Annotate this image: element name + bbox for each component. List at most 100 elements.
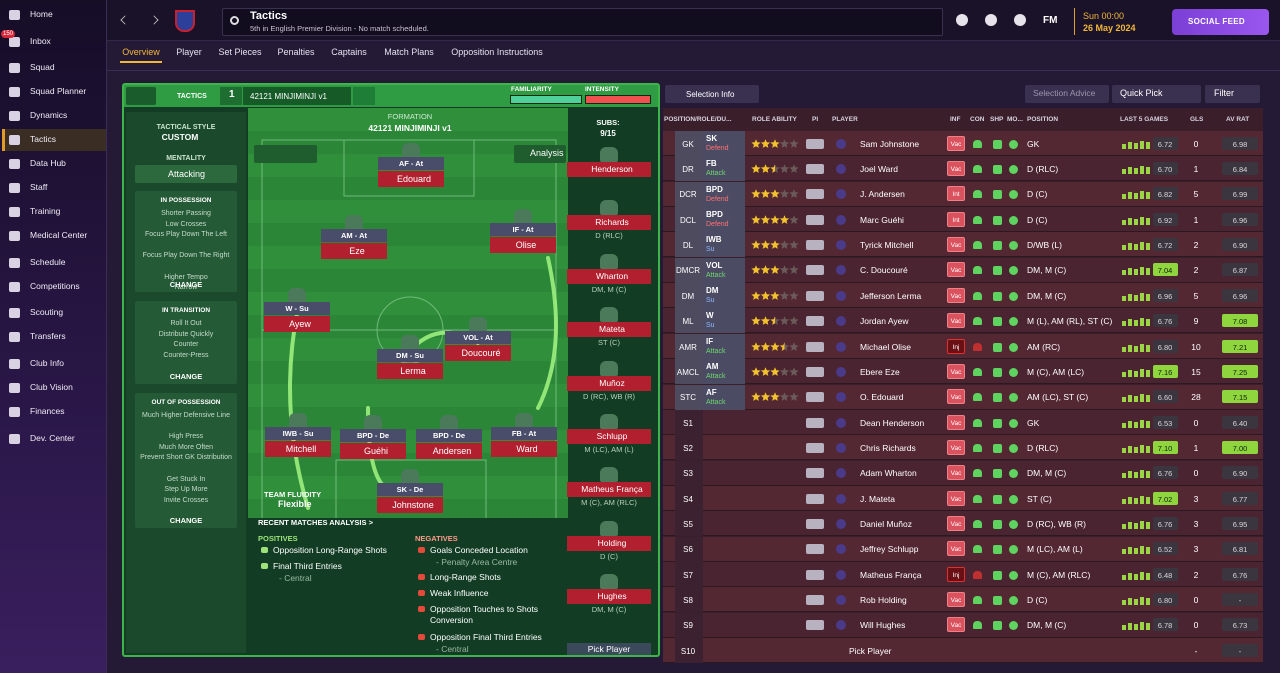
sub-name[interactable]: Richards	[595, 217, 629, 228]
row-player[interactable]: Jeffrey Schlupp	[860, 544, 919, 555]
role-cell[interactable]	[703, 257, 745, 283]
quick-pick[interactable]: Quick Pick	[1120, 88, 1163, 98]
name-box[interactable]	[340, 443, 406, 459]
selection-info-btn[interactable]	[665, 85, 759, 103]
selection-advice[interactable]: Selection Advice	[1033, 88, 1096, 98]
row-player[interactable]: Sam Johnstone	[860, 138, 920, 149]
analysis-button[interactable]	[514, 145, 566, 163]
nav-item[interactable]: Dynamics	[30, 110, 68, 120]
analysis-title[interactable]: RECENT MATCHES ANALYSIS >	[258, 518, 373, 527]
tab[interactable]: Penalties	[277, 47, 315, 57]
header-icon[interactable]	[956, 14, 968, 26]
nav-item[interactable]: Staff	[30, 182, 48, 192]
tab[interactable]: Match Plans	[384, 47, 434, 57]
role-cell[interactable]	[703, 359, 745, 385]
player-name[interactable]: Ward	[516, 444, 538, 454]
header-icon[interactable]	[985, 14, 997, 26]
role-cell[interactable]	[703, 283, 745, 309]
sub-name[interactable]: Mateta	[599, 324, 625, 335]
view-toggle[interactable]	[254, 145, 317, 163]
name-box[interactable]	[445, 345, 511, 361]
row-player[interactable]: Will Hughes	[860, 620, 906, 631]
nav-item[interactable]: Dev. Center	[30, 433, 75, 443]
sub-name[interactable]: Holding	[597, 537, 627, 548]
sub-name[interactable]: Muñoz	[599, 377, 625, 388]
social-feed-button[interactable]	[1172, 9, 1269, 35]
sub-name-box[interactable]	[567, 589, 651, 605]
player-name[interactable]: Lerma	[400, 366, 426, 376]
nav-item[interactable]: Competitions	[30, 281, 80, 291]
row-player[interactable]: Jefferson Lerma	[860, 290, 922, 301]
tactical-style[interactable]: CUSTOM	[161, 132, 199, 142]
name-box[interactable]	[377, 363, 443, 379]
pick-box[interactable]	[567, 643, 651, 655]
selection-advice-btn[interactable]	[1025, 85, 1109, 103]
nav-item[interactable]: Transfers	[30, 331, 66, 341]
tab[interactable]: Opposition Instructions	[451, 47, 543, 57]
sub-name[interactable]: Wharton	[595, 270, 629, 281]
row-player[interactable]: Daniel Muñoz	[860, 518, 912, 529]
name-box[interactable]	[490, 237, 556, 253]
nav-item[interactable]: Medical Center	[30, 230, 88, 240]
row-player[interactable]: Rob Holding	[860, 595, 907, 605]
sub-name[interactable]: Schlupp	[596, 431, 628, 441]
nav-item[interactable]: Scouting	[30, 307, 64, 317]
player-name[interactable]: Ayew	[289, 319, 311, 329]
sub-name-box[interactable]	[567, 535, 651, 551]
sub-name-box[interactable]	[567, 482, 651, 498]
nav-item[interactable]: Squad	[30, 62, 55, 72]
name-box[interactable]	[378, 171, 444, 187]
row-player[interactable]: Dean Henderson	[860, 417, 925, 428]
name-box[interactable]	[377, 497, 443, 513]
player-name[interactable]: Eze	[349, 246, 365, 256]
row-player[interactable]: C. Doucouré	[860, 265, 908, 276]
tactic-select[interactable]	[243, 87, 351, 105]
player-name[interactable]: Doucouré	[461, 348, 501, 358]
nav-item[interactable]: Home	[30, 9, 53, 19]
row-player[interactable]: J. Andersen	[860, 189, 905, 200]
nav-item[interactable]: Training	[30, 206, 61, 216]
change-button[interactable]: CHANGE	[169, 280, 203, 289]
role-cell[interactable]	[703, 181, 745, 207]
role-cell[interactable]	[703, 131, 745, 156]
change-button[interactable]: CHANGE	[169, 372, 203, 381]
role-cell[interactable]	[703, 232, 745, 258]
tab[interactable]: Overview	[122, 47, 160, 57]
player-name[interactable]: Olise	[515, 240, 537, 250]
player-name[interactable]: Mitchell	[285, 444, 317, 454]
row-player[interactable]: Ebere Eze	[860, 366, 900, 377]
sub-name-box[interactable]	[567, 268, 651, 284]
filter-btn[interactable]	[1205, 85, 1260, 103]
name-box[interactable]	[491, 441, 557, 457]
tab[interactable]: Player	[176, 47, 202, 57]
row-player[interactable]: Marc Guéhi	[860, 214, 904, 225]
tab[interactable]: Set Pieces	[218, 47, 262, 57]
name-box[interactable]	[265, 441, 331, 457]
add-tactic[interactable]	[353, 87, 375, 105]
nav-item[interactable]: Schedule	[30, 257, 66, 267]
pick-player[interactable]: Pick Player	[587, 644, 631, 654]
nav-item[interactable]: Club Info	[30, 358, 65, 368]
name-box[interactable]	[416, 443, 482, 459]
role-cell[interactable]	[703, 207, 745, 233]
name-box[interactable]	[264, 316, 330, 332]
row-player[interactable]: Michael Olise	[860, 341, 912, 352]
row-player[interactable]: Tyrick Mitchell	[860, 240, 914, 251]
sub-name[interactable]: Hughes	[597, 591, 627, 602]
sub-name[interactable]: Matheus França	[581, 484, 643, 495]
row-player[interactable]: Adam Wharton	[860, 468, 917, 479]
name-box[interactable]	[321, 243, 387, 259]
player-name[interactable]: Edouard	[396, 174, 432, 184]
sub-name-box[interactable]	[567, 162, 651, 177]
change-button[interactable]: CHANGE	[169, 516, 203, 525]
header-icon[interactable]	[1014, 14, 1026, 26]
nav-item[interactable]: Tactics	[30, 134, 56, 144]
nav-item[interactable]: Data Hub	[30, 158, 66, 168]
sub-name[interactable]: Henderson	[591, 164, 633, 174]
nav-item[interactable]: Inbox	[30, 36, 51, 46]
row-player[interactable]: Chris Richards	[860, 442, 916, 453]
social-feed[interactable]: SOCIAL FEED	[1188, 17, 1245, 26]
role-cell[interactable]	[703, 308, 745, 334]
sub-name-box[interactable]	[567, 215, 651, 231]
filter[interactable]: Filter	[1214, 88, 1234, 98]
